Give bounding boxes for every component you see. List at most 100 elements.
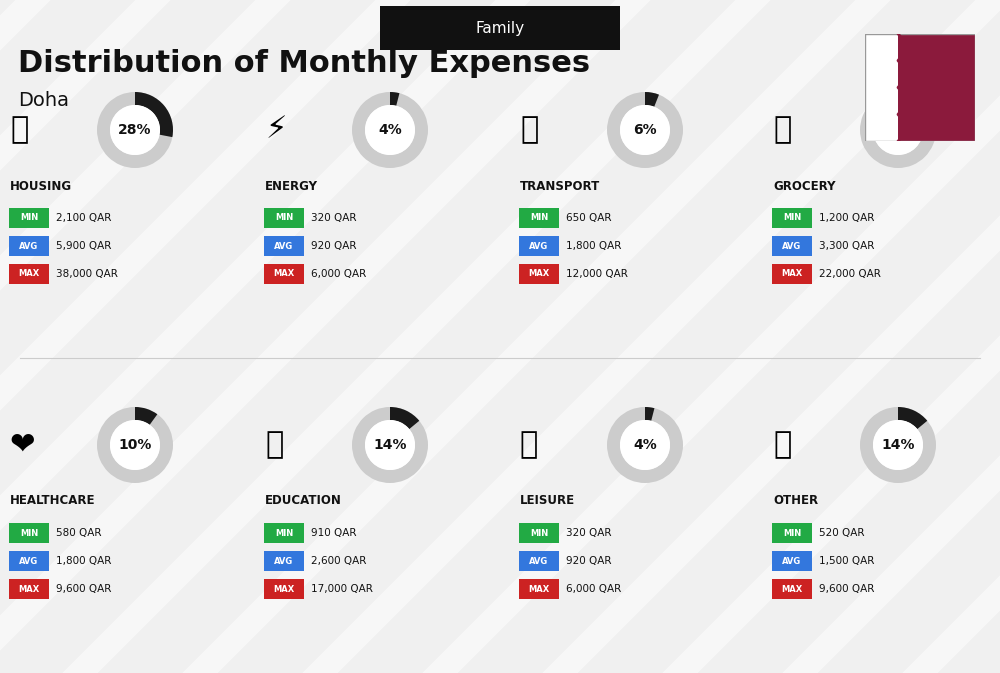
Text: MIN: MIN [530, 528, 548, 538]
Circle shape [873, 105, 923, 155]
Text: 🛍️: 🛍️ [520, 431, 538, 460]
Text: 320 QAR: 320 QAR [566, 528, 612, 538]
Text: MIN: MIN [783, 213, 801, 223]
Text: 5,900 QAR: 5,900 QAR [56, 241, 111, 251]
Bar [865, 34, 902, 141]
Text: 2,600 QAR: 2,600 QAR [311, 556, 366, 566]
FancyBboxPatch shape [772, 579, 812, 599]
FancyBboxPatch shape [519, 523, 559, 543]
Text: OTHER: OTHER [773, 495, 818, 507]
FancyBboxPatch shape [519, 264, 559, 284]
FancyBboxPatch shape [772, 523, 812, 543]
Text: 1,800 QAR: 1,800 QAR [56, 556, 111, 566]
Text: HOUSING: HOUSING [10, 180, 72, 192]
Wedge shape [352, 407, 428, 483]
Text: ⚡: ⚡ [265, 116, 286, 145]
Text: MAX: MAX [781, 269, 803, 279]
Wedge shape [352, 92, 428, 168]
Text: 920 QAR: 920 QAR [311, 241, 356, 251]
FancyBboxPatch shape [264, 264, 304, 284]
FancyBboxPatch shape [772, 236, 812, 256]
Circle shape [620, 105, 670, 155]
Text: 1,200 QAR: 1,200 QAR [819, 213, 874, 223]
FancyBboxPatch shape [519, 579, 559, 599]
Text: 9,600 QAR: 9,600 QAR [56, 584, 111, 594]
Text: MIN: MIN [530, 213, 548, 223]
Wedge shape [97, 407, 173, 483]
Text: AVG: AVG [782, 557, 802, 565]
Text: 4%: 4% [633, 438, 657, 452]
Text: 6,000 QAR: 6,000 QAR [566, 584, 621, 594]
FancyBboxPatch shape [519, 208, 559, 228]
Text: MIN: MIN [275, 528, 293, 538]
FancyBboxPatch shape [772, 551, 812, 571]
FancyBboxPatch shape [264, 236, 304, 256]
Wedge shape [860, 92, 936, 168]
Text: Family: Family [475, 20, 525, 36]
Text: 1,800 QAR: 1,800 QAR [566, 241, 621, 251]
FancyBboxPatch shape [264, 551, 304, 571]
Text: 920 QAR: 920 QAR [566, 556, 612, 566]
Text: MIN: MIN [20, 528, 38, 538]
Text: 650 QAR: 650 QAR [566, 213, 612, 223]
FancyBboxPatch shape [264, 208, 304, 228]
Circle shape [110, 105, 160, 155]
Circle shape [365, 420, 415, 470]
FancyBboxPatch shape [9, 264, 49, 284]
Text: Doha: Doha [18, 92, 69, 110]
Text: MAX: MAX [528, 584, 550, 594]
Text: 🚌: 🚌 [520, 116, 538, 145]
FancyBboxPatch shape [9, 579, 49, 599]
Text: MAX: MAX [18, 584, 40, 594]
Text: HEALTHCARE: HEALTHCARE [10, 495, 96, 507]
Circle shape [620, 420, 670, 470]
Text: MAX: MAX [781, 584, 803, 594]
Text: AVG: AVG [529, 242, 549, 250]
Text: EDUCATION: EDUCATION [265, 495, 342, 507]
FancyBboxPatch shape [519, 551, 559, 571]
Wedge shape [390, 92, 399, 106]
Text: 12,000 QAR: 12,000 QAR [566, 269, 628, 279]
Wedge shape [97, 92, 173, 168]
Wedge shape [607, 407, 683, 483]
Text: 14%: 14% [373, 438, 407, 452]
Text: 🛒: 🛒 [773, 116, 791, 145]
Text: AVG: AVG [529, 557, 549, 565]
Text: 3,300 QAR: 3,300 QAR [819, 241, 874, 251]
Text: AVG: AVG [19, 242, 39, 250]
Wedge shape [645, 407, 654, 421]
FancyBboxPatch shape [264, 523, 304, 543]
Circle shape [110, 420, 160, 470]
Text: MIN: MIN [20, 213, 38, 223]
FancyBboxPatch shape [9, 551, 49, 571]
Text: 💰: 💰 [773, 431, 791, 460]
Text: 6,000 QAR: 6,000 QAR [311, 269, 366, 279]
Text: 22,000 QAR: 22,000 QAR [819, 269, 881, 279]
Text: 14%: 14% [881, 438, 915, 452]
Circle shape [873, 420, 923, 470]
Wedge shape [898, 92, 934, 122]
Text: 28%: 28% [118, 123, 152, 137]
Wedge shape [645, 92, 659, 107]
Text: 🎓: 🎓 [265, 431, 283, 460]
Text: 4%: 4% [378, 123, 402, 137]
Text: GROCERY: GROCERY [773, 180, 836, 192]
Text: LEISURE: LEISURE [520, 495, 575, 507]
Text: 20%: 20% [881, 123, 915, 137]
Text: MIN: MIN [275, 213, 293, 223]
FancyBboxPatch shape [772, 208, 812, 228]
Bar [898, 34, 975, 141]
Text: TRANSPORT: TRANSPORT [520, 180, 600, 192]
Circle shape [365, 105, 415, 155]
Text: AVG: AVG [782, 242, 802, 250]
Text: 910 QAR: 910 QAR [311, 528, 356, 538]
Wedge shape [135, 92, 173, 137]
Text: AVG: AVG [19, 557, 39, 565]
Text: 2,100 QAR: 2,100 QAR [56, 213, 111, 223]
Text: 10%: 10% [118, 438, 152, 452]
Wedge shape [390, 407, 419, 429]
Text: 38,000 QAR: 38,000 QAR [56, 269, 118, 279]
Wedge shape [860, 407, 936, 483]
Text: 17,000 QAR: 17,000 QAR [311, 584, 373, 594]
Text: 520 QAR: 520 QAR [819, 528, 864, 538]
